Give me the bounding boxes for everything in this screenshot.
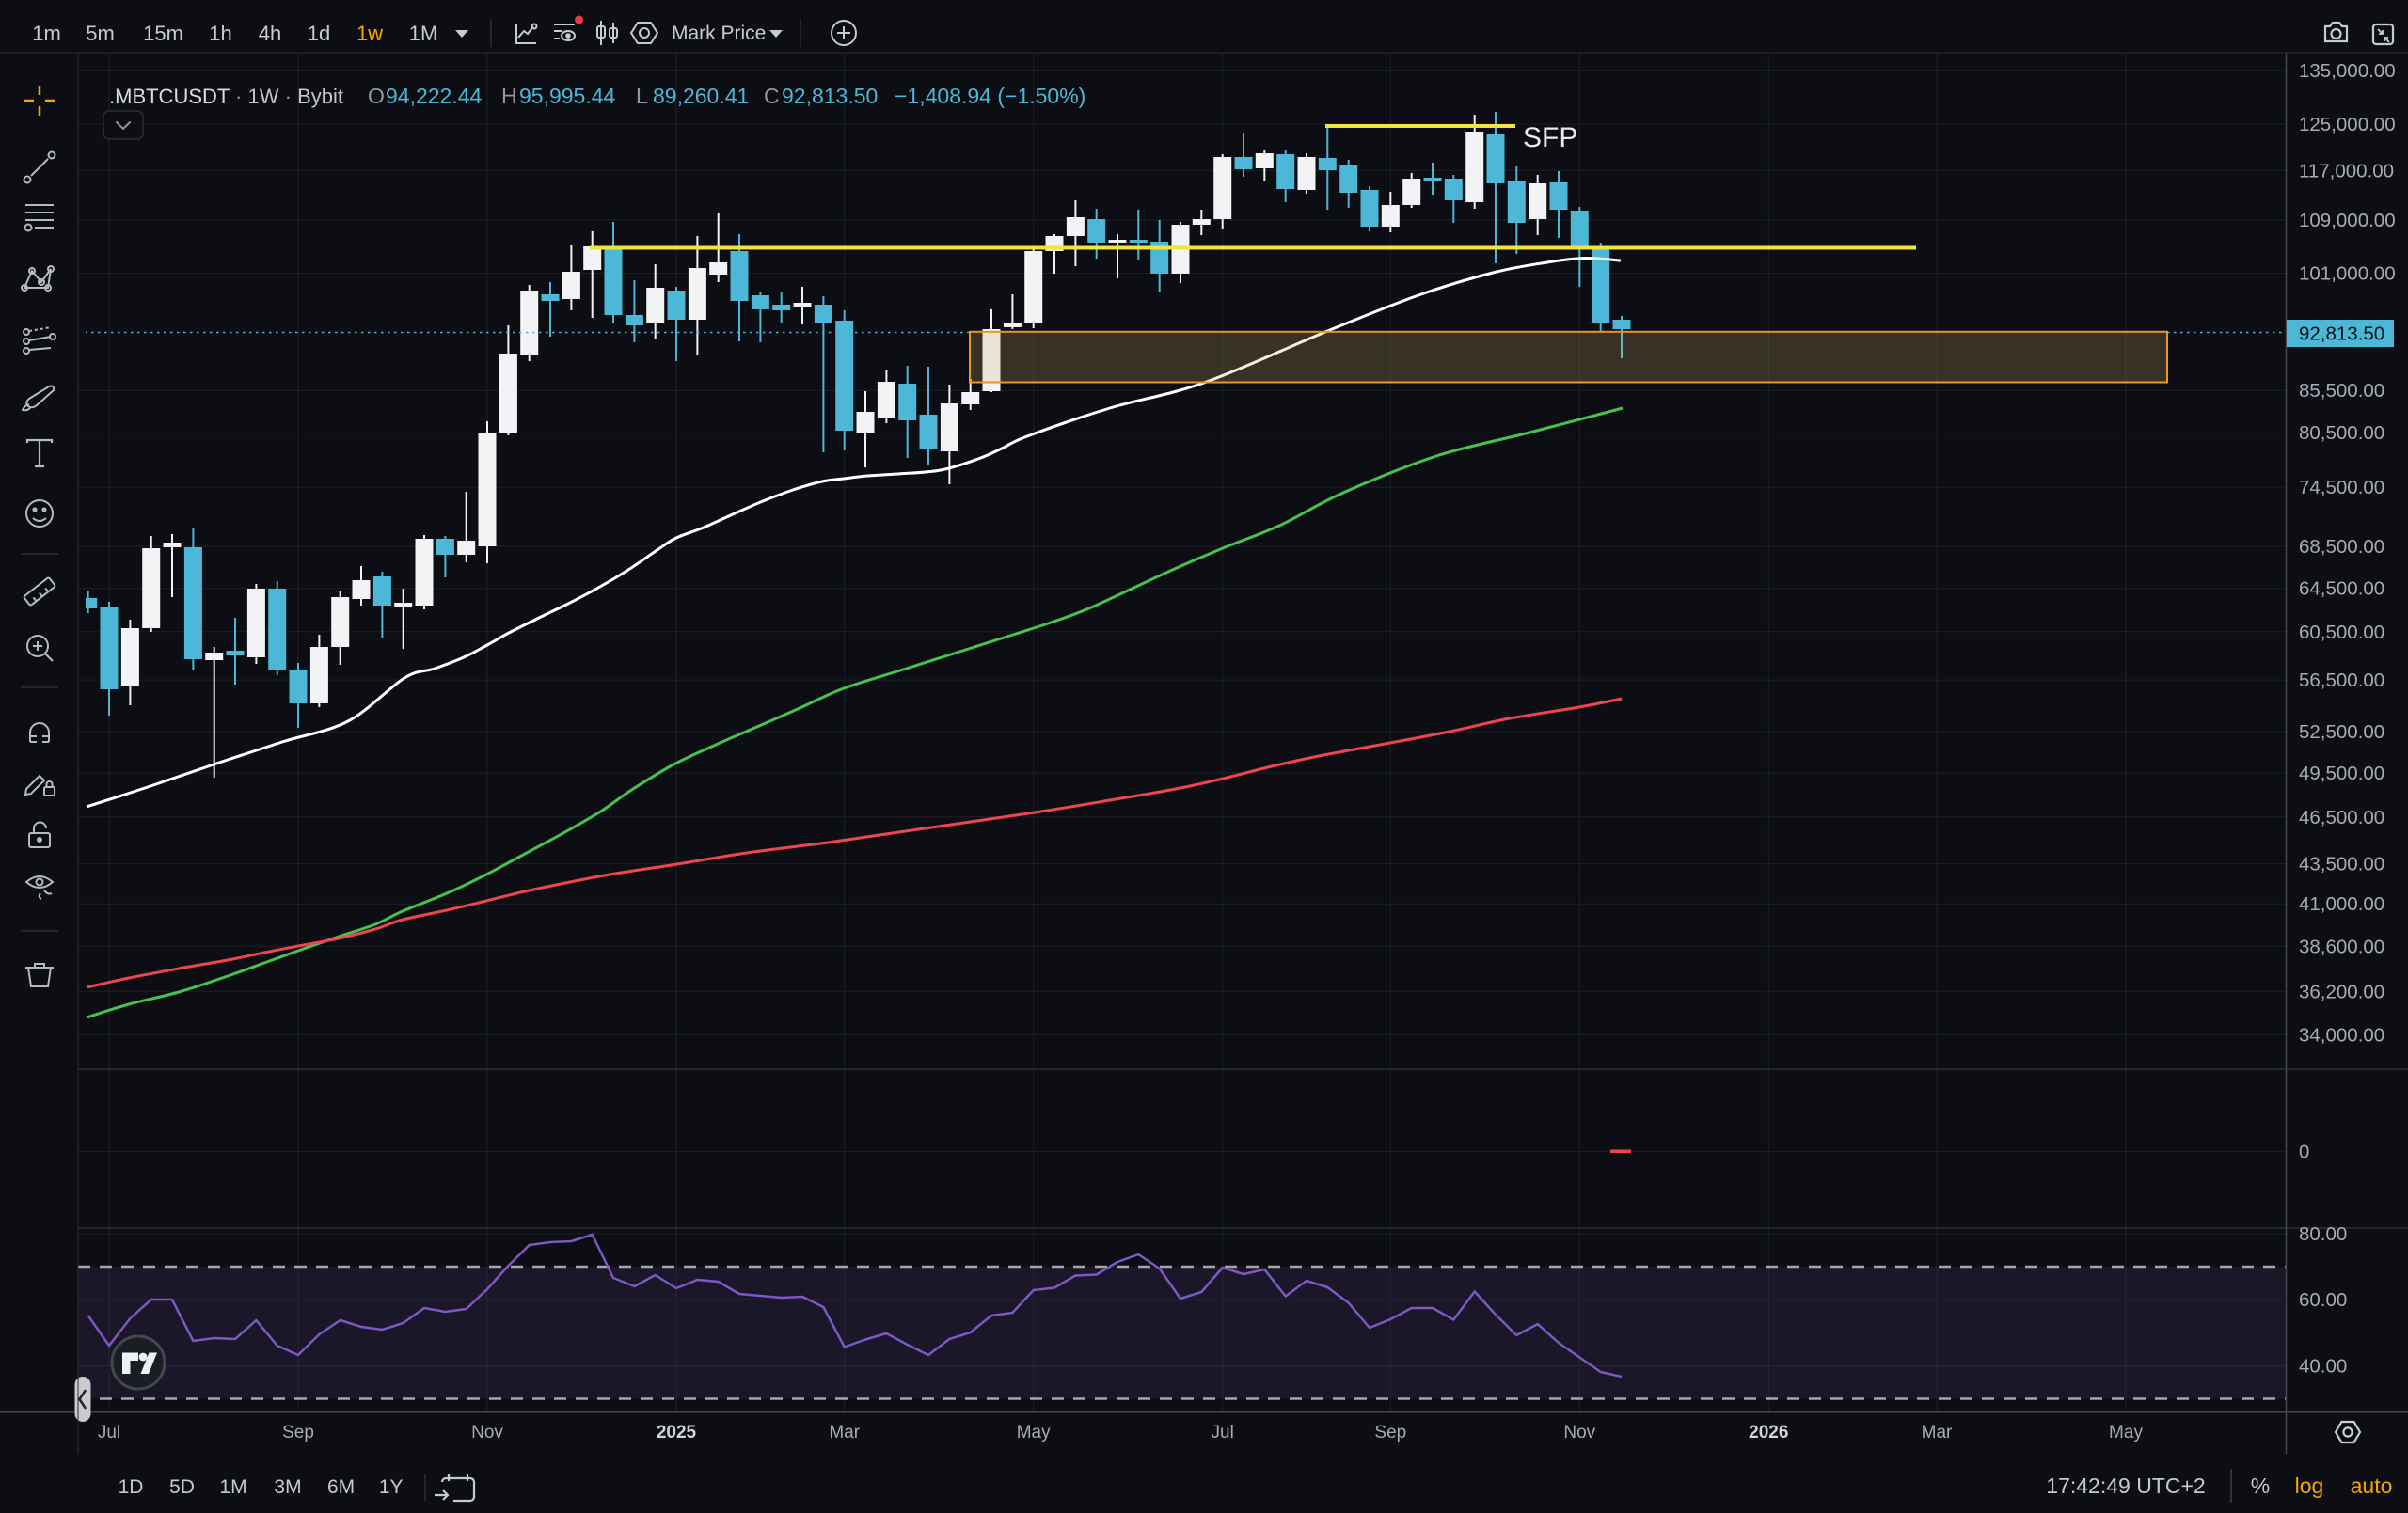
- svg-text:60,500.00: 60,500.00: [2299, 622, 2384, 643]
- svg-text:May: May: [1017, 1423, 1051, 1442]
- svg-text:60.00: 60.00: [2299, 1289, 2347, 1311]
- svg-text:0: 0: [2299, 1141, 2309, 1162]
- svg-text:43,500.00: 43,500.00: [2299, 854, 2384, 875]
- svg-text:1Y: 1Y: [379, 1476, 404, 1498]
- svg-text:%: %: [2251, 1474, 2270, 1498]
- svg-text:125,000.00: 125,000.00: [2299, 114, 2396, 135]
- svg-text:1d: 1d: [308, 22, 330, 45]
- svg-text:1D: 1D: [119, 1476, 144, 1498]
- svg-text:34,000.00: 34,000.00: [2299, 1025, 2384, 1047]
- svg-text:74,500.00: 74,500.00: [2299, 477, 2384, 498]
- svg-text:15m: 15m: [143, 22, 183, 45]
- svg-text:Sep: Sep: [282, 1423, 314, 1442]
- svg-text:40.00: 40.00: [2299, 1356, 2347, 1378]
- svg-text:L: L: [636, 84, 648, 108]
- svg-text:C: C: [764, 84, 780, 108]
- svg-text:52,500.00: 52,500.00: [2299, 721, 2384, 743]
- svg-text:−1,408.94 (−1.50%): −1,408.94 (−1.50%): [895, 84, 1085, 108]
- svg-text:Sep: Sep: [1374, 1423, 1406, 1442]
- svg-text:5m: 5m: [86, 22, 115, 45]
- svg-text:117,000.00: 117,000.00: [2299, 160, 2394, 181]
- svg-text:5D: 5D: [169, 1476, 195, 1498]
- svg-text:38,600.00: 38,600.00: [2299, 936, 2384, 957]
- svg-text:1M: 1M: [409, 22, 438, 45]
- svg-text:92,813.50: 92,813.50: [782, 84, 878, 108]
- svg-text:101,000.00: 101,000.00: [2299, 263, 2396, 285]
- svg-text:135,000.00: 135,000.00: [2299, 60, 2396, 82]
- svg-text:109,000.00: 109,000.00: [2299, 210, 2396, 231]
- svg-text:68,500.00: 68,500.00: [2299, 536, 2384, 558]
- svg-text:Jul: Jul: [98, 1423, 120, 1442]
- svg-text:SFP: SFP: [1523, 122, 1577, 153]
- svg-text:80,500.00: 80,500.00: [2299, 422, 2384, 444]
- svg-text:auto: auto: [2351, 1474, 2393, 1498]
- svg-text:H: H: [501, 84, 517, 108]
- svg-text:1w: 1w: [356, 22, 383, 45]
- svg-text:89,260.41: 89,260.41: [653, 84, 749, 108]
- svg-text:80.00: 80.00: [2299, 1223, 2347, 1245]
- svg-text:17:42:49 UTC+2: 17:42:49 UTC+2: [2046, 1474, 2205, 1498]
- svg-text:Nov: Nov: [471, 1423, 503, 1442]
- svg-text:2026: 2026: [1749, 1423, 1788, 1442]
- svg-text:41,000.00: 41,000.00: [2299, 893, 2384, 915]
- svg-text:36,200.00: 36,200.00: [2299, 981, 2384, 1002]
- svg-text:4h: 4h: [259, 22, 281, 45]
- svg-text:94,222.44: 94,222.44: [386, 84, 483, 108]
- svg-text:46,500.00: 46,500.00: [2299, 807, 2384, 828]
- svg-text:3M: 3M: [274, 1476, 301, 1498]
- svg-text:Mar: Mar: [1922, 1423, 1953, 1442]
- svg-text:1h: 1h: [209, 22, 231, 45]
- svg-text:2025: 2025: [657, 1423, 697, 1442]
- svg-text:May: May: [2109, 1423, 2143, 1442]
- svg-text:Jul: Jul: [1212, 1423, 1234, 1442]
- svg-text:85,500.00: 85,500.00: [2299, 380, 2384, 402]
- svg-text:49,500.00: 49,500.00: [2299, 763, 2384, 784]
- svg-text:6M: 6M: [327, 1476, 355, 1498]
- svg-text:1m: 1m: [32, 22, 61, 45]
- svg-text:Nov: Nov: [1563, 1423, 1595, 1442]
- svg-text:64,500.00: 64,500.00: [2299, 578, 2384, 600]
- svg-text:56,500.00: 56,500.00: [2299, 670, 2384, 691]
- svg-text:1M: 1M: [219, 1476, 246, 1498]
- svg-text:.MBTCUSDT · 1W · Bybit: .MBTCUSDT · 1W · Bybit: [109, 85, 343, 108]
- svg-text:O: O: [368, 84, 385, 108]
- svg-text:92,813.50: 92,813.50: [2299, 323, 2384, 345]
- svg-text:Mark Price: Mark Price: [672, 23, 766, 44]
- svg-text:Mar: Mar: [829, 1423, 860, 1442]
- svg-text:95,995.44: 95,995.44: [519, 84, 616, 108]
- svg-text:log: log: [2295, 1474, 2324, 1498]
